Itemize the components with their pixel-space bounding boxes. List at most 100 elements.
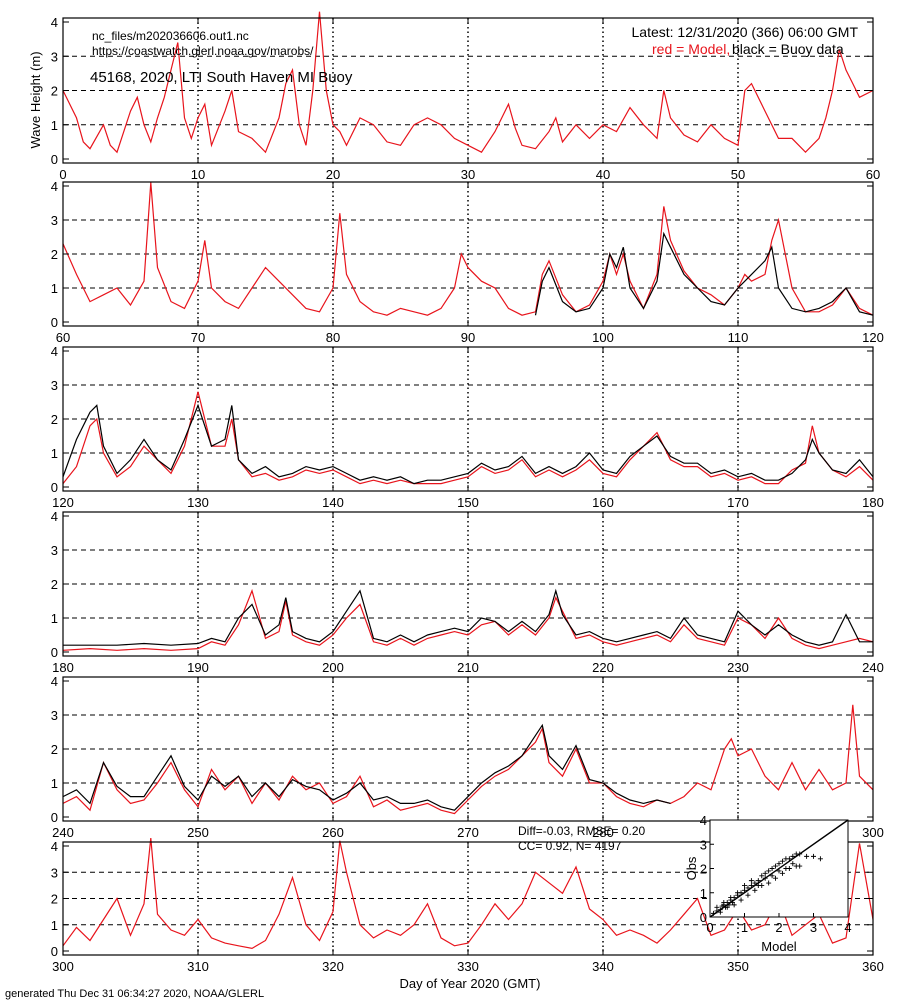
scatter-y-tick-label: 1 (700, 886, 707, 901)
scatter-point (752, 880, 758, 886)
x-tick-label: 200 (322, 660, 344, 675)
series-buoy-line (62, 723, 671, 811)
x-tick-label: 360 (862, 959, 884, 974)
scatter-point (790, 853, 796, 859)
scatter-point (804, 853, 810, 859)
scatter-x-tick-label: 4 (844, 920, 851, 935)
y-tick-label: 4 (51, 15, 58, 30)
x-tick-label: 260 (322, 825, 344, 840)
scatter-point (731, 902, 737, 908)
scatter-point (717, 909, 723, 915)
scatter-point (776, 861, 782, 867)
scatter-y-tick-label: 0 (700, 910, 707, 925)
y-tick-label: 1 (51, 918, 58, 933)
y-tick-label: 2 (51, 577, 58, 592)
scatter-point (745, 892, 751, 898)
x-tick-label: 140 (322, 495, 344, 510)
y-tick-label: 4 (51, 179, 58, 194)
x-tick-label: 60 (56, 330, 70, 345)
scatter-x-label: Model (761, 939, 797, 954)
scatter-point (742, 887, 747, 893)
x-tick-label: 120 (862, 330, 884, 345)
y-tick-label: 3 (51, 213, 58, 228)
scatter-point (728, 895, 734, 901)
scatter-point (776, 868, 782, 874)
scatter-point (793, 863, 799, 869)
panel-4: 0 1 2 3 4 180 190 200 210 220 230 240 (51, 509, 884, 675)
series-model-line (62, 182, 874, 316)
x-tick-label: 320 (322, 959, 344, 974)
y-tick-label: 2 (51, 892, 58, 907)
scatter-point (762, 875, 768, 881)
scatter-point (748, 882, 754, 888)
x-tick-label: 110 (728, 330, 749, 345)
y-axis-title: Wave Height (m) (28, 51, 43, 148)
y-tick-label: 1 (51, 446, 58, 461)
scatter-point (779, 858, 785, 864)
scatter-point (724, 904, 730, 910)
x-tick-label: 190 (187, 660, 209, 675)
scatter-point (769, 873, 775, 879)
x-tick-label: 220 (592, 660, 614, 675)
header-url: https://coastwatch.glerl.noaa.gov/marobs… (92, 44, 314, 58)
y-tick-label: 0 (51, 480, 58, 495)
y-tick-label: 3 (51, 49, 58, 64)
scatter-point (714, 904, 720, 910)
x-tick-label: 350 (727, 959, 749, 974)
scatter-point (773, 863, 779, 869)
x-tick-label: 170 (727, 495, 749, 510)
x-tick-label: 340 (592, 959, 614, 974)
scatter-point (811, 853, 816, 859)
scatter-point (786, 866, 792, 871)
scatter-x-tick-label: 1 (741, 920, 748, 935)
panel-5: 01234240250260270280290300 (51, 674, 884, 840)
y-tick-label: 2 (51, 84, 58, 99)
y-tick-label: 1 (51, 281, 58, 296)
scatter-point (721, 899, 727, 905)
x-tick-label: 250 (187, 825, 209, 840)
x-tick-label: 240 (862, 660, 884, 675)
scatter-point (748, 878, 754, 884)
y-tick-label: 1 (51, 118, 58, 133)
y-tick-label: 0 (51, 315, 58, 330)
scatter-point (755, 878, 761, 884)
stats-line-1: Diff=-0.03, RMSE= 0.20 (518, 824, 646, 838)
series-buoy-line (534, 231, 874, 316)
x-tick-label: 40 (596, 167, 610, 182)
scatter-point (738, 897, 744, 903)
scatter-point (769, 866, 775, 871)
panel-2: 0 1 2 3 4 60 70 80 90 100 110 120 (51, 179, 884, 345)
scatter-point (797, 851, 803, 857)
scatter-point (766, 880, 772, 886)
scatter-x-tick-label: 2 (775, 920, 782, 935)
scatter-point (779, 870, 785, 876)
series-model-line (62, 588, 874, 651)
scatter-y-tick-label: 4 (700, 813, 707, 828)
scatter-x-tick-label: 3 (810, 920, 817, 935)
y-tick-label: 3 (51, 543, 58, 558)
panel-3: 0 1 2 3 4 120 130 140 150 160 170 180 (51, 344, 884, 510)
y-tick-label: 2 (51, 412, 58, 427)
x-tick-label: 30 (461, 167, 475, 182)
scatter-y-tick-label: 3 (700, 837, 707, 852)
x-tick-label: 240 (52, 825, 74, 840)
scatter-point (745, 885, 751, 891)
scatter-y-label: Obs (684, 856, 699, 880)
x-tick-label: 230 (727, 660, 749, 675)
x-tick-label: 310 (187, 959, 209, 974)
scatter-point (759, 882, 765, 888)
scatter-point (773, 875, 779, 881)
x-tick-label: 60 (866, 167, 880, 182)
scatter-point (762, 870, 768, 876)
scatter-point (790, 861, 796, 867)
series-model-line (62, 11, 874, 154)
header-station: 45168, 2020, LTI South Haven MI Buoy (90, 69, 353, 86)
footer-generated: generated Thu Dec 31 06:34:27 2020, NOAA… (5, 988, 264, 1000)
scatter-point (759, 873, 765, 879)
x-tick-label: 300 (52, 959, 74, 974)
y-tick-label: 4 (51, 674, 58, 689)
x-tick-label: 280 (592, 825, 614, 840)
scatter-x-tick-label: 0 (706, 920, 713, 935)
